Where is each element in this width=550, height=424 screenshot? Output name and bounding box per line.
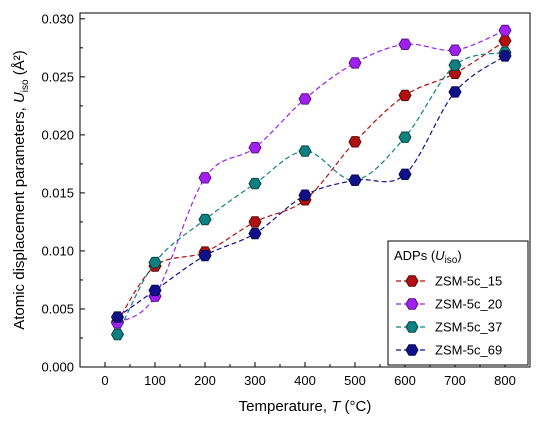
legend: ADPs (Uiso) ZSM-5c_15ZSM-5c_20ZSM-5c_37Z… (387, 240, 529, 366)
legend-item: ZSM-5c_20 (396, 297, 502, 312)
data-point (498, 50, 512, 62)
series-ZSM-5c_20 (110, 24, 512, 329)
data-point (498, 24, 512, 37)
y-tick-label: 0.020 (41, 127, 74, 142)
legend-swatch-marker (405, 344, 419, 356)
data-point (298, 189, 312, 201)
data-point (298, 145, 312, 157)
data-point (398, 38, 412, 51)
data-point (198, 172, 212, 184)
x-tick-label: 0 (101, 373, 108, 388)
y-axis-title-unit: (Å²) (11, 50, 28, 75)
y-tick-label: 0.005 (41, 301, 74, 316)
legend-title-suffix: ) (457, 248, 461, 263)
x-tick-label: 100 (144, 373, 166, 388)
legend-label: ZSM-5c_20 (435, 297, 502, 312)
x-tick-label: 800 (494, 373, 516, 388)
legend-items: ZSM-5c_15 ZSM-5c_20 ZSM-5c_37 ZSM-5c_69 (396, 274, 502, 358)
data-point (198, 249, 212, 262)
data-point (448, 86, 462, 98)
data-point (248, 227, 262, 240)
y-tick-label: 0.015 (41, 185, 74, 200)
data-point (448, 59, 462, 71)
data-point (398, 89, 412, 102)
x-tick-label: 300 (244, 373, 266, 388)
data-point (248, 177, 262, 190)
legend-label: ZSM-5c_15 (435, 274, 502, 289)
data-point (348, 174, 362, 186)
data-point (398, 131, 412, 143)
x-tick-label: 600 (394, 373, 416, 388)
x-axis-title-symbol: T (331, 398, 342, 415)
data-point (498, 35, 512, 47)
data-point (298, 93, 312, 105)
data-point (448, 44, 462, 56)
y-tick-label: 0.025 (41, 69, 74, 84)
y-axis-ticks: 0.000 0.005 0.010 0.015 0.020 0.025 0.030 (41, 11, 85, 375)
x-tick-label: 500 (344, 373, 366, 388)
legend-item: ZSM-5c_37 (396, 320, 502, 335)
series-ZSM-5c_69 (110, 50, 512, 323)
data-point (248, 141, 262, 154)
legend-swatch-marker (405, 298, 419, 310)
x-tick-label: 400 (294, 373, 316, 388)
legend-title-prefix: ADPs ( (394, 248, 436, 263)
series-line (117, 29, 506, 324)
data-point (348, 136, 362, 148)
series-layer (110, 24, 512, 341)
data-point (148, 256, 162, 269)
legend-swatch-marker (405, 321, 419, 333)
y-tick-label: 0.000 (41, 360, 74, 375)
y-tick-label: 0.010 (41, 243, 74, 258)
legend-title-symbol: U (435, 248, 445, 263)
data-point (348, 57, 362, 69)
data-point (398, 168, 412, 181)
legend-item: ZSM-5c_15 (396, 274, 502, 289)
legend-title-sub: iso (445, 255, 458, 266)
data-point (198, 213, 212, 226)
x-tick-label: 700 (444, 373, 466, 388)
legend-item: ZSM-5c_69 (396, 343, 502, 358)
y-tick-label: 0.030 (41, 11, 74, 26)
legend-label: ZSM-5c_37 (435, 320, 502, 335)
y-axis-title-sub: iso (20, 79, 31, 92)
x-axis-title-unit: (°C) (345, 398, 372, 415)
x-axis-ticks: 0 100 200 300 400 500 600 700 800 (101, 362, 516, 388)
series-line (116, 51, 506, 335)
x-axis-title-prefix: Temperature, (239, 398, 327, 415)
data-point (248, 216, 262, 228)
data-point (148, 284, 162, 297)
x-axis-title: Temperature, T (°C) (239, 398, 372, 415)
data-point (110, 311, 125, 323)
y-axis-title-prefix: Atomic displacement parameters, (11, 107, 28, 330)
y-axis-title: Atomic displacement parameters, Uiso (Å²… (11, 50, 32, 330)
legend-swatch-marker (405, 275, 419, 287)
legend-label: ZSM-5c_69 (435, 343, 502, 358)
y-axis-title-symbol: U (11, 92, 28, 103)
x-tick-label: 200 (194, 373, 216, 388)
data-point (110, 328, 125, 341)
legend-title: ADPs (Uiso) (394, 248, 462, 266)
